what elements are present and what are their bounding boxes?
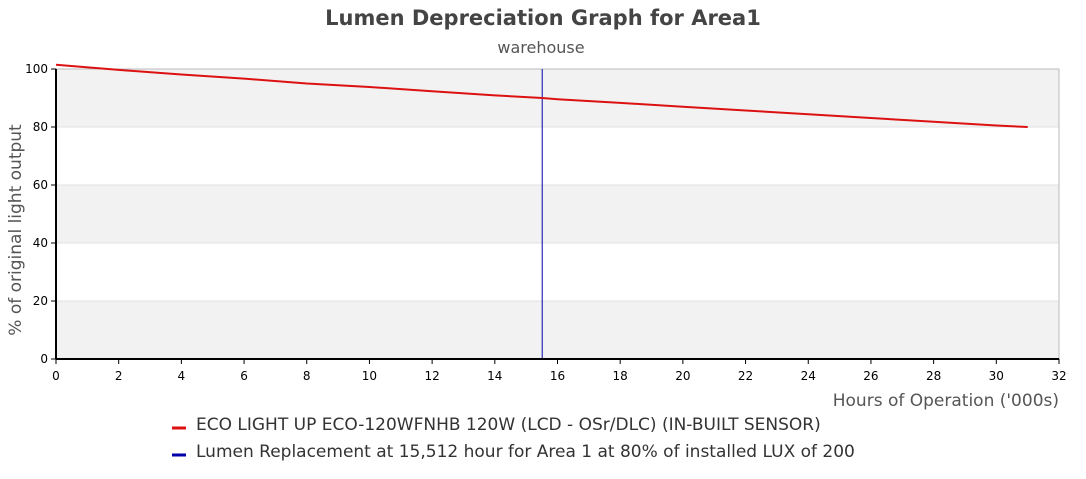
x-tick-label: 12 (424, 369, 439, 383)
grid-band (56, 185, 1059, 243)
chart-subtitle: warehouse (497, 38, 584, 57)
series-line (55, 63, 1028, 128)
x-tick-label: 6 (240, 369, 248, 383)
chart-title: Lumen Depreciation Graph for Area1 (325, 6, 761, 30)
y-tick-label: 0 (40, 352, 48, 366)
legend: ECO LIGHT UP ECO-120WFNHB 120W (LCD - OS… (172, 415, 855, 462)
legend-label-marker: Lumen Replacement at 15,512 hour for Are… (196, 442, 855, 462)
x-tick-label: 0 (52, 369, 60, 383)
x-axis-ticks: 0 2 4 6 8 10 12 14 16 18 20 22 24 26 28 30 32 (52, 359, 1067, 383)
y-tick-label: 60 (33, 178, 48, 192)
x-tick-label: 22 (738, 369, 753, 383)
y-tick-label: 20 (33, 294, 48, 308)
x-tick-label: 32 (1051, 369, 1066, 383)
legend-label-series: ECO LIGHT UP ECO-120WFNHB 120W (LCD - OS… (196, 415, 821, 435)
x-tick-label: 10 (362, 369, 377, 383)
grid-bands (56, 69, 1059, 359)
y-tick-label: 80 (33, 120, 48, 134)
x-axis-label: Hours of Operation ('000s) (833, 391, 1059, 411)
grid-band (56, 301, 1059, 359)
x-tick-label: 26 (863, 369, 878, 383)
x-tick-label: 4 (178, 369, 186, 383)
grid-band (56, 69, 1059, 127)
x-tick-label: 2 (115, 369, 123, 383)
x-tick-label: 8 (303, 369, 311, 383)
y-axis-ticks: 0 20 40 60 80 100 (25, 62, 56, 366)
x-tick-label: 30 (989, 369, 1004, 383)
x-tick-label: 20 (675, 369, 690, 383)
x-tick-label: 16 (550, 369, 565, 383)
y-tick-label: 100 (25, 62, 48, 76)
x-tick-label: 14 (487, 369, 502, 383)
series-lines (55, 63, 1028, 128)
y-axis-label: % of original light output (6, 124, 26, 336)
y-tick-label: 40 (33, 236, 48, 250)
x-tick-label: 18 (613, 369, 628, 383)
x-tick-label: 24 (801, 369, 816, 383)
x-tick-label: 28 (926, 369, 941, 383)
